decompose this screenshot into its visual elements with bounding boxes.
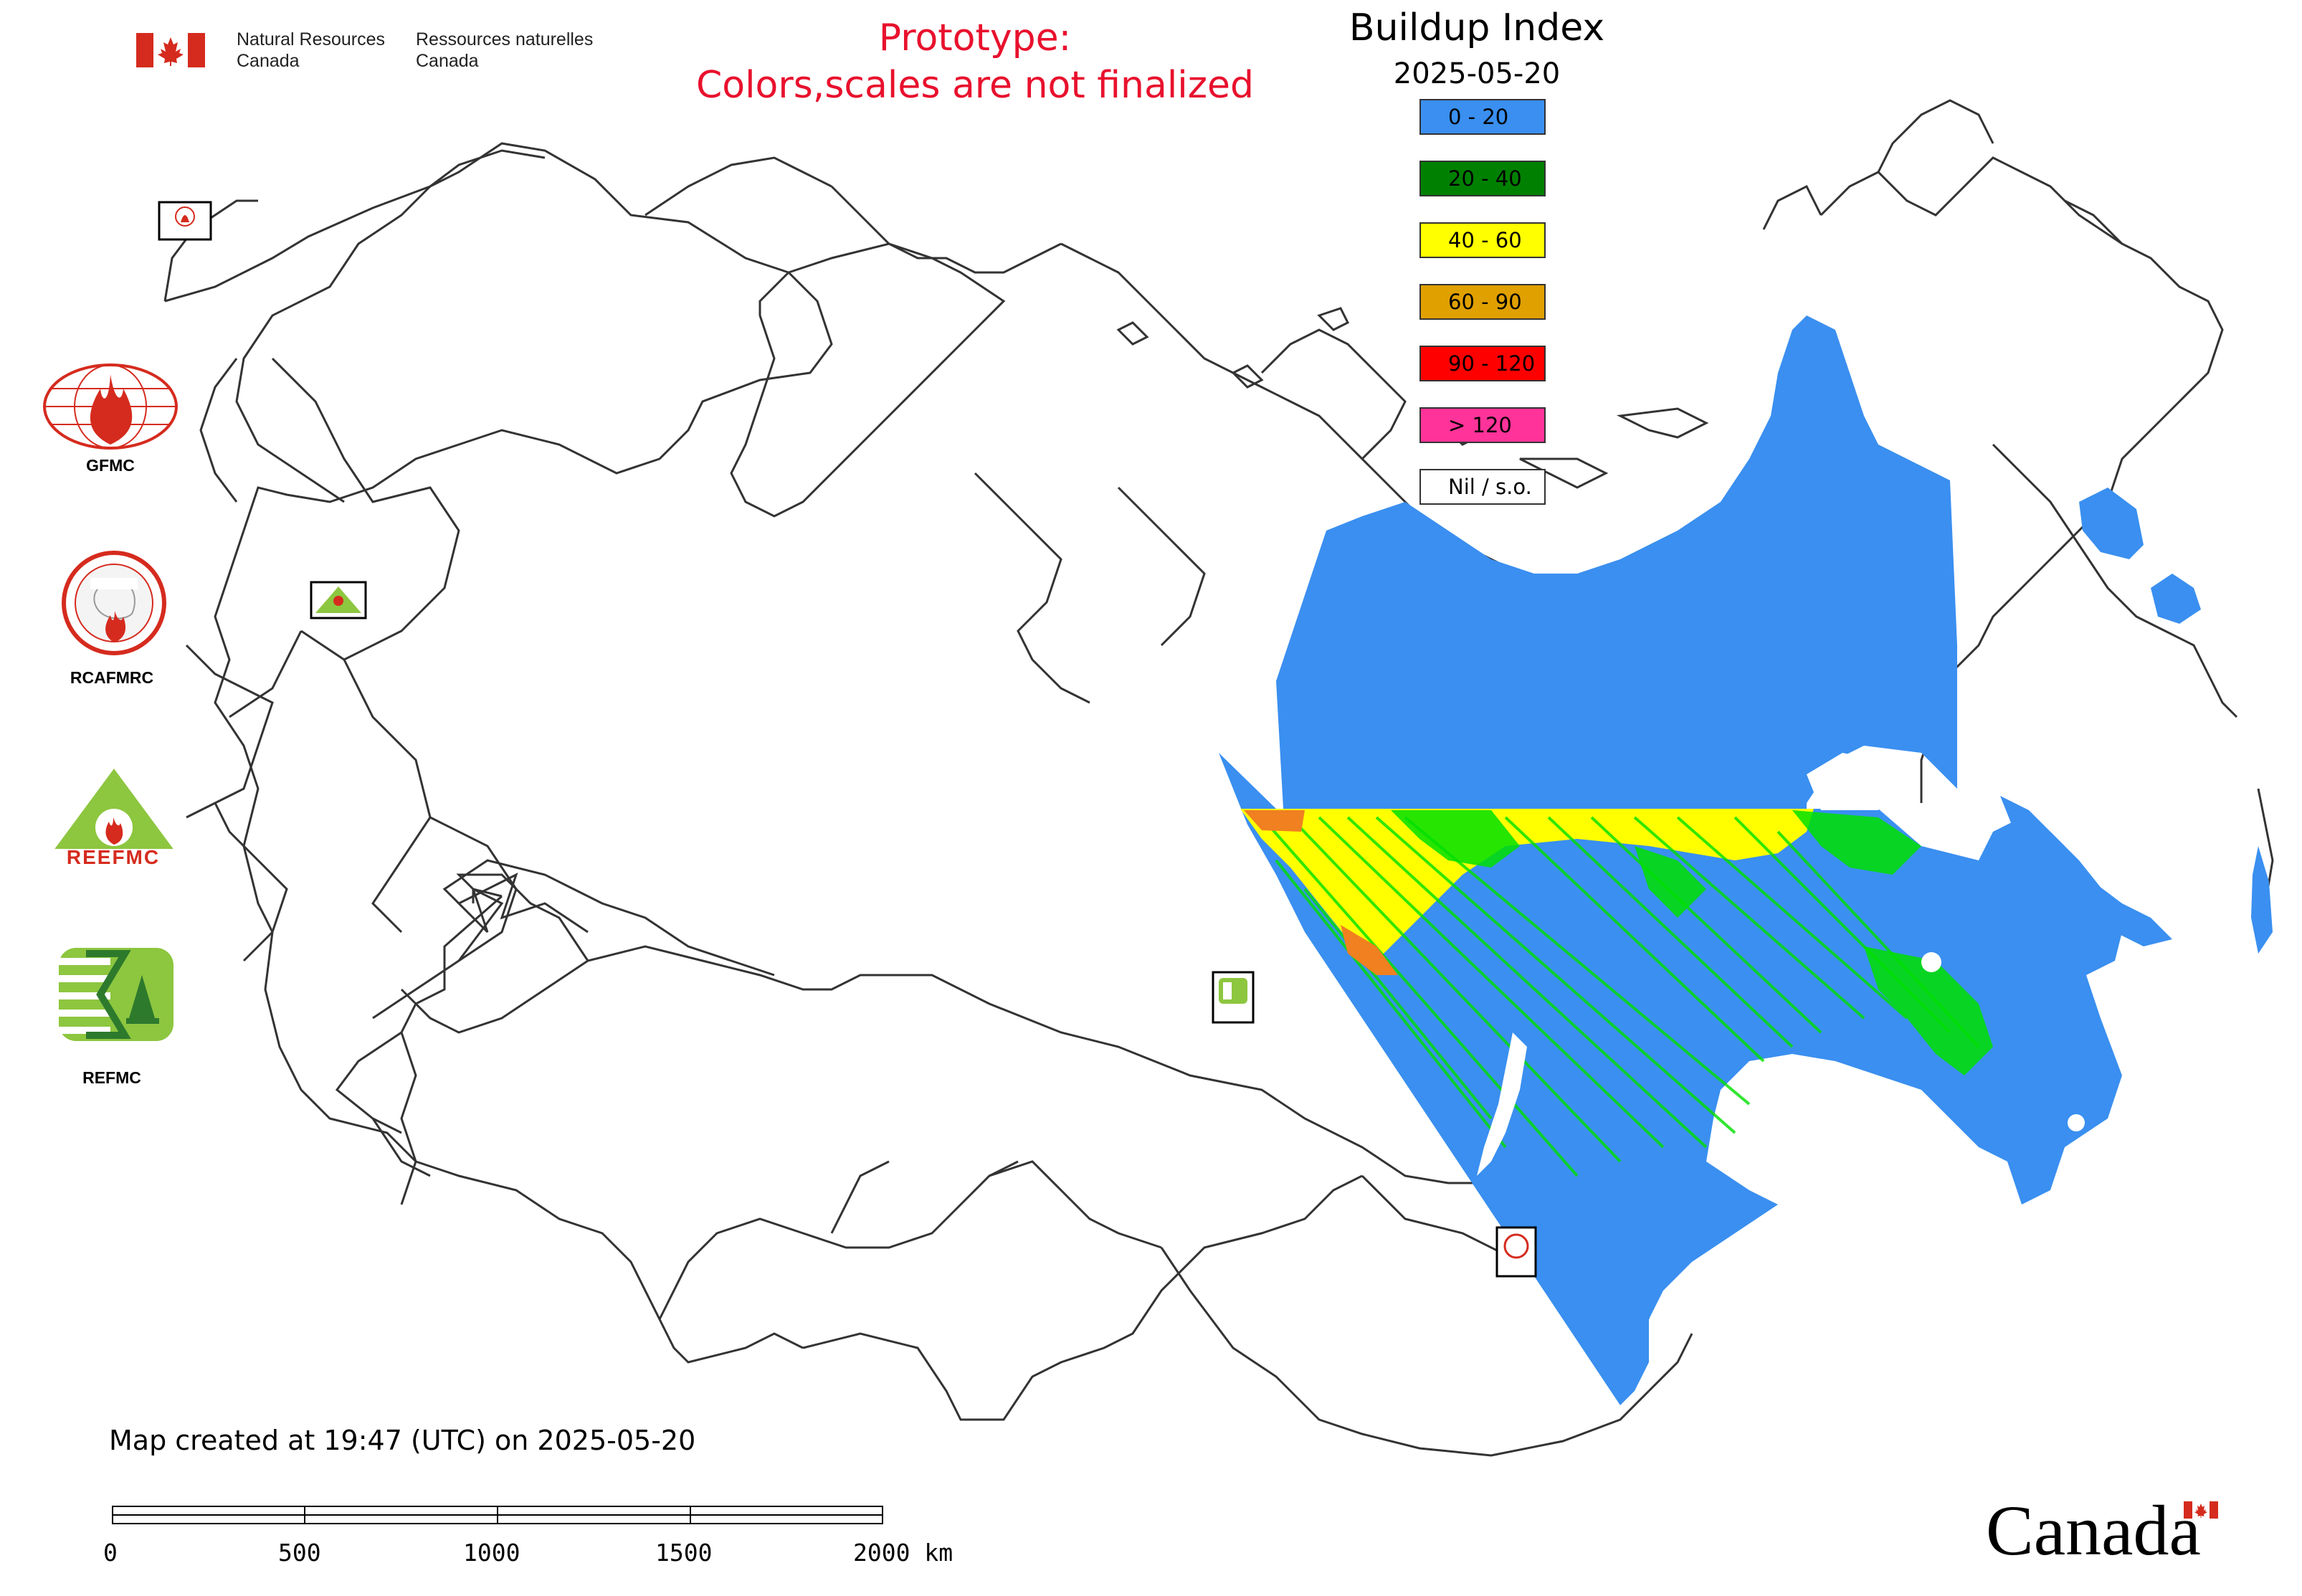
scale-label-1500: 1500 [655,1539,713,1567]
lake-baikal [1477,1032,1527,1176]
legend-item-90-120: 90 - 120 [1419,346,1546,381]
prototype-notice: Prototype: Colors,scales are not finaliz… [631,14,1319,109]
legend-item-40-60: 40 - 60 [1419,222,1546,258]
rcafmrc-logo [62,551,166,655]
legend-date: 2025-05-20 [1393,57,1561,90]
coverage-south-low [1219,753,2122,1405]
legend-title: Buildup Index [1349,6,1605,49]
coverage-kamchatka-low-2 [2151,574,2201,624]
government-signature: Natural Resources Canada Ressources natu… [136,29,609,76]
scale-label-0: 0 [103,1539,118,1567]
legend-item-60-90: 60 - 90 [1419,284,1546,320]
legend-label: 20 - 40 [1448,166,1522,191]
buildup-index-coverage [1219,315,2273,1405]
scale-bar [112,1506,883,1524]
coverage-gap-bay [1807,753,1893,810]
reefmc-logo [40,769,188,866]
coverage-gap-1 [1921,952,1941,972]
refmc-logo [59,948,173,1041]
gfmc-logo-label: GFMC [86,456,135,475]
country-boundaries [163,99,2274,1457]
coverage-sakhalin-low [2251,846,2273,954]
scale-label-1000: 1000 [463,1539,520,1567]
refmc-logo-label: REFMC [82,1068,141,1087]
department-name-fr-line1: Ressources naturelles [416,29,594,49]
coverage-diagonal-streaks [1260,816,1980,1177]
canada-wordmark: Canada [1986,1491,2201,1570]
gfmc-logo [43,364,178,450]
scale-label-500: 500 [278,1539,321,1567]
coverage-north-low [1276,315,1957,809]
legend-item-20-40: 20 - 40 [1419,161,1546,196]
legend-item-over-120: > 120 [1419,407,1546,443]
department-name-en: Natural Resources Canada [237,29,385,72]
coverage-kamchatka-low-1 [2079,488,2144,559]
coverage-streaks-moderate [1391,810,1993,1075]
map-logo-rcafmrc [1495,1226,1537,1278]
department-name-fr: Ressources naturelles Canada [416,29,593,72]
legend-label: Nil / s.o. [1448,475,1532,499]
department-name-fr-line2: Canada [416,51,479,71]
map-logo-reefmc [310,581,367,619]
prototype-notice-line1: Prototype: [878,16,1072,60]
coverage-gap-2 [2068,1114,2085,1131]
legend-item-0-20: 0 - 20 [1419,99,1546,135]
department-name-en-line1: Natural Resources [237,29,386,49]
canada-flag-icon [136,33,205,67]
department-name-en-line2: Canada [237,51,300,71]
legend-item-nil: Nil / s.o. [1419,469,1546,505]
legend-label: 0 - 20 [1448,105,1509,129]
legend-label: 90 - 120 [1448,351,1536,376]
legend-label: > 120 [1448,413,1512,437]
reefmc-logo-text: REEFMC [66,846,161,868]
scale-label-2000: 2000 km [853,1539,953,1567]
coverage-patch-very-high-2 [1341,925,1398,975]
coverage-patch-very-high-1 [1244,810,1305,832]
coverage-band-high [1240,809,1814,961]
map-logo-gfmc [158,201,212,241]
wordmark-flag-icon [2184,1501,2218,1519]
legend-label: 60 - 90 [1448,290,1522,314]
coverage-east-coast-low [2000,796,2172,946]
map-creation-note: Map created at 19:47 (UTC) on 2025-05-20 [109,1425,696,1456]
legend-label: 40 - 60 [1448,228,1522,252]
map-logo-refmc [1212,971,1255,1024]
rcafmrc-logo-label: RCAFMRC [70,668,154,687]
prototype-notice-line2: Colors,scales are not finalized [695,64,1255,107]
